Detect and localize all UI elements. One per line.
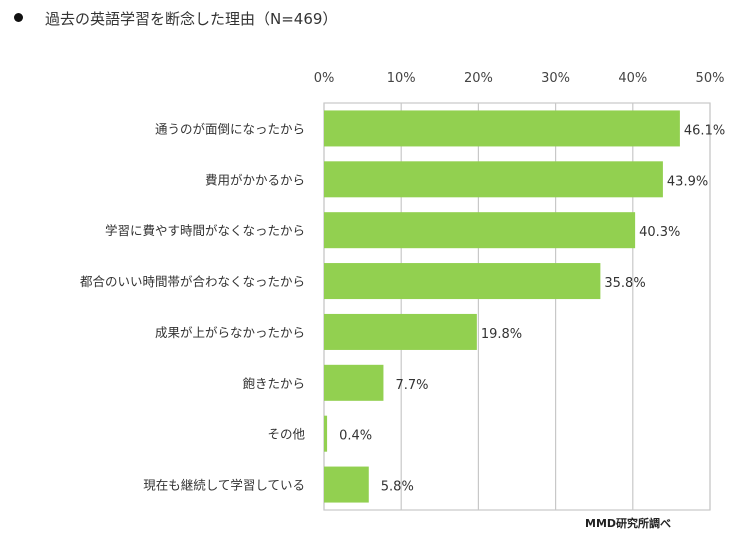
- bar: [324, 364, 384, 401]
- data-label: 46.1%: [684, 123, 725, 138]
- x-tick-label: 20%: [464, 71, 493, 86]
- category-label: 都合のいい時間帯が合わなくなったから: [80, 274, 305, 289]
- bar: [324, 466, 369, 503]
- data-label: 40.3%: [639, 225, 680, 240]
- bar: [324, 161, 663, 198]
- chart-title: 過去の英語学習を断念した理由（N=469）: [14, 8, 337, 29]
- data-label: 5.8%: [381, 480, 414, 495]
- data-label: 7.7%: [395, 378, 428, 393]
- bar: [324, 110, 680, 147]
- category-label: 成果が上がらなかったから: [155, 325, 305, 340]
- bar: [324, 212, 636, 249]
- x-tick-label: 10%: [387, 71, 416, 86]
- category-label: 通うのが面倒になったから: [155, 121, 305, 136]
- x-tick-label: 50%: [696, 71, 725, 86]
- x-tick-label: 40%: [618, 71, 647, 86]
- chart-title-text: 過去の英語学習を断念した理由（N=469）: [45, 10, 338, 28]
- x-tick-label: 0%: [314, 71, 335, 86]
- bar: [324, 263, 601, 300]
- x-tick-label: 30%: [541, 71, 570, 86]
- category-label: 飽きたから: [242, 376, 305, 391]
- category-label: 学習に費やす時間がなくなったから: [105, 223, 305, 238]
- data-label: 19.8%: [481, 327, 522, 342]
- bar: [324, 415, 328, 452]
- category-label: その他: [267, 427, 305, 442]
- bullet-icon: [14, 13, 23, 22]
- category-label: 費用がかかるから: [205, 172, 305, 187]
- bar: [324, 313, 477, 350]
- data-label: 43.9%: [667, 174, 708, 189]
- category-label: 現在も継続して学習している: [143, 478, 305, 493]
- data-label: 0.4%: [339, 429, 372, 444]
- data-label: 35.8%: [604, 276, 645, 291]
- source-note: MMD研究所調べ: [585, 516, 671, 530]
